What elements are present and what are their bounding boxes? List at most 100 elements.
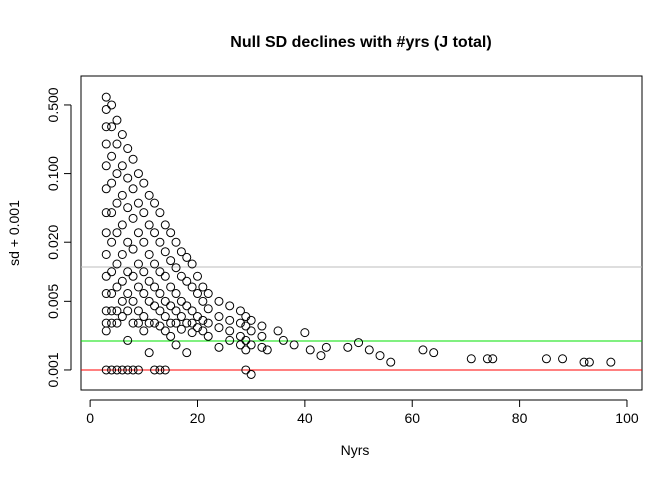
point — [128, 318, 138, 328]
point — [160, 326, 170, 336]
point — [150, 301, 160, 311]
point — [273, 326, 283, 336]
point — [150, 365, 160, 375]
point — [107, 122, 117, 132]
point — [112, 282, 122, 292]
point — [241, 321, 251, 331]
point — [160, 365, 170, 375]
x-tick-label: 0 — [86, 410, 94, 426]
point — [257, 342, 267, 352]
point — [101, 249, 111, 259]
point — [101, 208, 111, 218]
point — [112, 169, 122, 179]
point — [203, 289, 213, 299]
point — [128, 154, 138, 164]
point — [429, 348, 439, 358]
point — [176, 247, 186, 257]
point — [123, 237, 133, 247]
point — [101, 104, 111, 114]
point — [166, 331, 176, 341]
point — [139, 208, 149, 218]
point — [112, 318, 122, 328]
point — [262, 345, 272, 355]
point — [386, 357, 396, 367]
point — [182, 318, 192, 328]
point — [155, 365, 165, 375]
point — [139, 237, 149, 247]
point — [166, 301, 176, 311]
point — [150, 259, 160, 269]
point — [203, 304, 213, 314]
point — [176, 271, 186, 281]
point — [166, 256, 176, 266]
point — [133, 259, 143, 269]
y-tick-label: 0.100 — [45, 156, 61, 191]
point — [133, 169, 143, 179]
point — [187, 318, 197, 328]
point — [160, 312, 170, 322]
plot-frame — [80, 75, 643, 391]
point — [214, 323, 224, 333]
point — [235, 340, 245, 350]
point — [182, 348, 192, 358]
point — [235, 331, 245, 341]
point — [155, 267, 165, 277]
point — [128, 184, 138, 194]
point — [198, 296, 208, 306]
point — [482, 354, 492, 364]
point — [133, 318, 143, 328]
point — [117, 312, 127, 322]
point — [198, 315, 208, 325]
point — [466, 354, 476, 364]
point — [133, 306, 143, 316]
point — [176, 296, 186, 306]
point — [112, 228, 122, 238]
point — [128, 244, 138, 254]
point — [155, 321, 165, 331]
point — [133, 282, 143, 292]
chart-title: Null SD declines with #yrs (J total) — [230, 34, 491, 51]
point — [203, 318, 213, 328]
point — [166, 228, 176, 238]
point — [187, 328, 197, 338]
point — [225, 326, 235, 336]
point — [235, 306, 245, 316]
point — [101, 271, 111, 281]
point — [321, 342, 331, 352]
point — [123, 267, 133, 277]
x-axis-label: Nyrs — [341, 442, 370, 458]
point — [192, 312, 202, 322]
point — [354, 338, 364, 348]
point — [117, 365, 127, 375]
point — [214, 312, 224, 322]
point — [257, 331, 267, 341]
point — [101, 228, 111, 238]
point — [176, 324, 186, 334]
point — [123, 335, 133, 345]
point — [187, 306, 197, 316]
point — [182, 301, 192, 311]
point — [107, 151, 117, 161]
point — [101, 184, 111, 194]
point — [171, 237, 181, 247]
point — [107, 208, 117, 218]
point — [166, 318, 176, 328]
point — [101, 161, 111, 171]
point — [488, 354, 498, 364]
point — [235, 318, 245, 328]
point — [117, 190, 127, 200]
x-tick-label: 20 — [190, 410, 206, 426]
point — [107, 100, 117, 110]
point — [144, 318, 154, 328]
point — [107, 289, 117, 299]
point — [101, 306, 111, 316]
point — [123, 203, 133, 213]
point — [343, 342, 353, 352]
point — [364, 345, 374, 355]
point — [241, 312, 251, 322]
point — [107, 306, 117, 316]
point — [375, 351, 385, 361]
point — [123, 173, 133, 183]
point — [171, 263, 181, 273]
point — [133, 198, 143, 208]
